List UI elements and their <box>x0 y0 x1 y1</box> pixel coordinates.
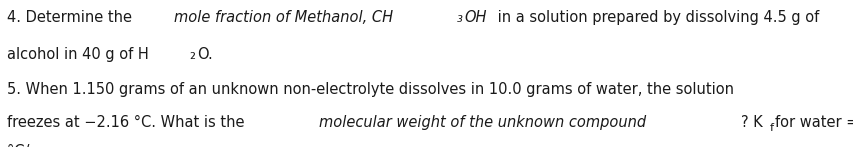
Text: OH: OH <box>464 10 486 25</box>
Text: °C/ m.: °C/ m. <box>7 144 53 147</box>
Text: alcohol in 40 g of H: alcohol in 40 g of H <box>7 47 148 62</box>
Text: freezes at −2.16 °C. What is the: freezes at −2.16 °C. What is the <box>7 115 249 130</box>
Text: 5. When 1.150 grams of an unknown non-electrolyte dissolves in 10.0 grams of wat: 5. When 1.150 grams of an unknown non-el… <box>7 82 733 97</box>
Text: O.: O. <box>197 47 213 62</box>
Text: 4. Determine the: 4. Determine the <box>7 10 136 25</box>
Text: ₂: ₂ <box>189 47 195 62</box>
Text: ₃: ₃ <box>456 10 462 25</box>
Text: molecular weight of the unknown compound: molecular weight of the unknown compound <box>319 115 646 130</box>
Text: for water = 1.86: for water = 1.86 <box>774 115 853 130</box>
Text: f: f <box>769 123 773 133</box>
Text: in a solution prepared by dissolving 4.5 g of: in a solution prepared by dissolving 4.5… <box>493 10 819 25</box>
Text: mole fraction of Methanol, CH: mole fraction of Methanol, CH <box>174 10 392 25</box>
Text: ? K: ? K <box>740 115 763 130</box>
